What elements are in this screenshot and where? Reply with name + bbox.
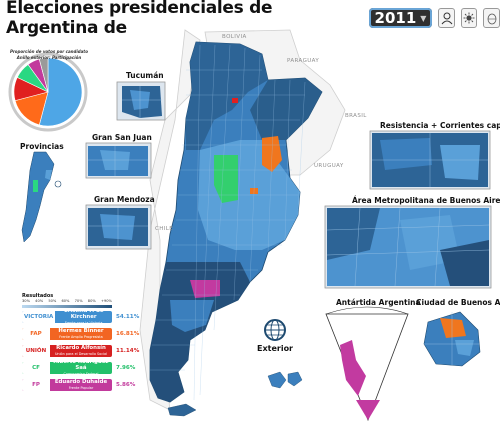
party-logo: CF	[22, 362, 50, 374]
label-bolivia: BOLIVIA	[222, 34, 247, 40]
legend-scale: 30% 40% 50% 60% 70% 80% +90%	[22, 299, 112, 303]
legend-scale-tick-1: 40%	[35, 299, 44, 303]
candidate-badge: FAP Hermes Binner Frente Amplio Progresist…	[22, 328, 112, 340]
candidate-name-text: Ricardo Alfonsín	[56, 345, 106, 351]
pie-slice-5	[38, 57, 49, 93]
title-row: Elecciones presidenciales de Argentina d…	[6, 0, 500, 38]
label-uruguay: URUGUAY	[314, 163, 344, 169]
candidate-badge: CF Alberto Rodríguez Saá Compromiso Federa…	[22, 362, 112, 374]
region-patagonia	[150, 262, 250, 402]
legend-gradient-bar	[22, 305, 112, 308]
amba-inset-content	[324, 205, 492, 289]
page-title: Elecciones presidenciales de Argentina d…	[6, 0, 273, 38]
candidate-percentage: 54.11%	[116, 314, 140, 320]
caba-label: Ciudad de Buenos Aires	[416, 298, 500, 307]
label-chile: CHILE	[155, 226, 174, 232]
tierra-del-fuego	[167, 403, 197, 417]
legend-row-4[interactable]: FP Eduardo Duhalde Frente Popular 5.86%	[22, 379, 140, 391]
label-paraguay: PARAGUAY	[287, 58, 320, 64]
sun-emblem-button[interactable]	[460, 8, 478, 28]
gran-san-juan-label: Gran San Juan	[92, 133, 152, 142]
pie-subtitle: Anillo exterior: Participación	[16, 55, 82, 60]
resistencia-label: Resistencia + Corrientes capital	[380, 121, 500, 130]
party-logo: FP	[22, 379, 50, 391]
candidate-name-text: Alberto Rodríguez Saá	[53, 362, 109, 371]
resistencia-inset-content	[369, 130, 491, 190]
candidate-party-name: Frente Amplio Progresista	[59, 335, 103, 339]
candidate-percentage: 16.81%	[116, 331, 140, 337]
candidate-name: Ricardo Alfonsín Unión para el Desarrollo…	[50, 345, 112, 357]
provincias-label: Provincias	[20, 142, 64, 151]
gran-mendoza-label: Gran Mendoza	[94, 195, 155, 204]
sun-icon	[463, 12, 475, 24]
party-logo: VICTORIA	[22, 311, 56, 323]
red-dept	[232, 98, 238, 103]
san-luis-rodriguez-saa	[214, 155, 238, 203]
candidate-percentage: 7.96%	[116, 365, 136, 371]
candidate-name: Hermes Binner Frente Amplio Progresista	[50, 328, 112, 340]
caba-inset-content	[423, 311, 481, 367]
tucuman-label: Tucumán	[126, 71, 164, 80]
chubut-duhalde	[190, 280, 220, 298]
amba-label: Área Metropolitana de Buenos Aires	[352, 196, 500, 205]
year-value: 2011	[374, 9, 417, 27]
pie-caption: Proporción de votos por candidato Anillo…	[6, 49, 92, 61]
legend-row-2[interactable]: UNIÓN Ricardo Alfonsín Unión para el Desar…	[22, 345, 140, 357]
legend-scale-tick-2: 50%	[48, 299, 57, 303]
candidate-party-name: Unión para el Desarrollo Social	[54, 352, 108, 356]
legend-row-1[interactable]: FAP Hermes Binner Frente Amplio Progresist…	[22, 328, 140, 340]
candidate-badge: UNIÓN Ricardo Alfonsín Unión para el Desar…	[22, 345, 112, 357]
candidate-badge: VICTORIA Cristina F. de Kirchner Frente pa…	[22, 311, 112, 323]
gran-san-juan-inset-content	[85, 142, 152, 179]
candidate-percentage: 11.14%	[116, 348, 140, 354]
candidate-name-text: Hermes Binner	[58, 328, 104, 334]
legend-title: Resultados	[22, 293, 54, 299]
candidate-percentage: 5.86%	[116, 382, 136, 388]
chevron-down-icon: ▼	[420, 13, 427, 23]
candidate-name: Eduardo Duhalde Frente Popular	[50, 379, 112, 391]
globe-icon	[264, 319, 286, 341]
candidate-party-name: Frente Popular	[68, 386, 94, 390]
party-logo: FAP	[22, 328, 50, 340]
pie-title: Proporción de votos por candidato	[10, 49, 88, 54]
provincias-mini-map	[21, 151, 62, 243]
candidate-party-name: Compromiso Federal	[63, 372, 99, 374]
candidate-name-text: Cristina F. de Kirchner	[63, 311, 104, 320]
candidate-name: Alberto Rodríguez Saá Compromiso Federal	[50, 362, 112, 374]
legend-scale-tick-6: +90%	[100, 299, 112, 303]
party-logo: UNIÓN	[22, 345, 50, 357]
coat-of-arms-icon	[487, 13, 497, 25]
antartida-label: Antártida Argentina	[336, 298, 421, 307]
legend-row-3[interactable]: CF Alberto Rodríguez Saá Compromiso Federa…	[22, 362, 140, 374]
department-borders	[150, 44, 306, 401]
person-icon	[441, 12, 453, 25]
legend-scale-tick-0: 30%	[22, 299, 30, 303]
vote-share-pie	[8, 52, 88, 132]
legend-scale-tick-3: 60%	[61, 299, 70, 303]
candidate-badge: FP Eduardo Duhalde Frente Popular	[22, 379, 112, 391]
legend-scale-tick-5: 80%	[87, 299, 96, 303]
region-chubut	[170, 300, 214, 332]
candidate-name: Cristina F. de Kirchner Frente para la Vi…	[55, 311, 112, 323]
tucuman-inset-content	[116, 81, 166, 121]
participation-ring	[8, 52, 88, 132]
candidate-portrait-button[interactable]	[438, 8, 455, 28]
gran-mendoza-inset-content	[85, 204, 152, 250]
candidate-name-text: Eduardo Duhalde	[54, 379, 108, 385]
legend-scale-tick-4: 70%	[74, 299, 83, 303]
malvinas-islands	[267, 371, 303, 389]
exterior-label: Exterior	[257, 344, 294, 353]
pie-slice-0	[38, 57, 83, 127]
candidate-party-name: Frente para la Victoria	[64, 321, 103, 323]
region-northeast	[250, 78, 322, 140]
legend-row-0[interactable]: VICTORIA Cristina F. de Kirchner Frente pa…	[22, 311, 140, 323]
year-select[interactable]: 2011 ▼	[368, 8, 433, 28]
antartida-inset-content	[325, 306, 409, 422]
label-brasil: BRASIL	[345, 113, 367, 119]
